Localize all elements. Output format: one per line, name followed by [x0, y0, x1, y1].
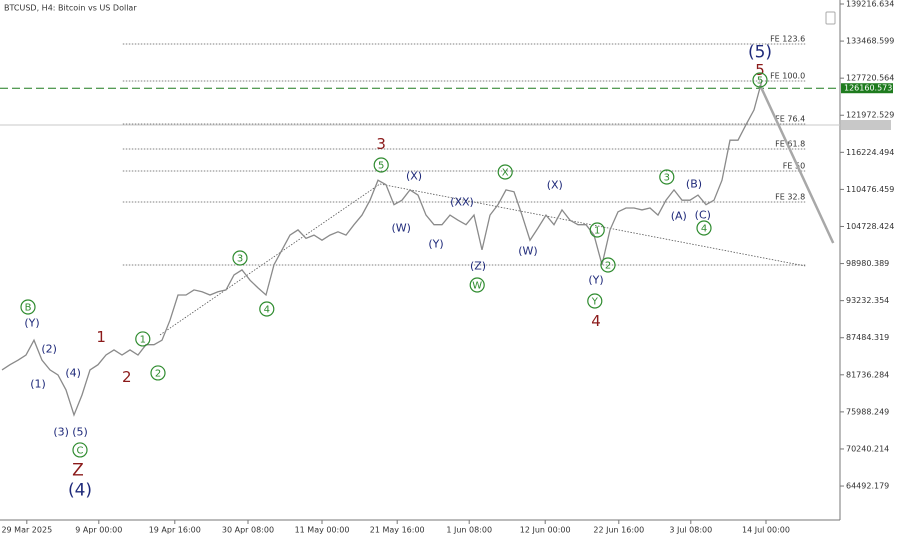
wave-label: (2) — [41, 342, 57, 355]
wave-label: (A) — [671, 209, 687, 222]
fib-label: FE 123.6 — [770, 34, 805, 43]
wave-circle — [752, 72, 768, 88]
wave-label: 1 — [594, 225, 600, 236]
wave-label: (4) — [68, 480, 92, 500]
x-tick-label: 9 Apr 00:00 — [75, 526, 122, 535]
wave-label: 2 — [122, 368, 132, 386]
wave-label: (1) — [30, 377, 46, 390]
wave-label: (B) — [686, 177, 702, 190]
y-tick-label: 104728.424 — [846, 222, 894, 231]
x-tick-label: 22 Jun 16:00 — [593, 526, 644, 535]
wave-label: 4 — [591, 312, 601, 330]
wave-label: (4) — [65, 366, 81, 379]
fib-label: FE 50 — [783, 161, 805, 170]
wave-circle — [497, 164, 513, 180]
wave-label: Y — [591, 296, 599, 307]
wave-label: 5 — [755, 61, 765, 79]
y-tick-label: 110476.459 — [846, 185, 894, 194]
wave-label: 5 — [378, 160, 384, 171]
fib-label: FE 76.4 — [775, 114, 805, 123]
x-tick-label: 3 Jul 08:00 — [669, 526, 712, 535]
wave-label: (5) — [72, 425, 88, 438]
x-tick-label: 12 Jun 00:00 — [520, 526, 571, 535]
wave-label: (X) — [406, 169, 422, 182]
fib-label: FE 32.8 — [775, 192, 805, 201]
wave-label: 1 — [140, 334, 146, 345]
wave-label: (Y) — [588, 273, 603, 286]
wave-circle — [589, 222, 605, 238]
wave-circle — [696, 220, 712, 236]
y-tick-label: 127720.564 — [846, 74, 894, 83]
wave-label: 4 — [701, 223, 707, 234]
y-tick-label: 87484.319 — [846, 333, 889, 342]
trend-line — [159, 183, 381, 336]
icon[interactable] — [825, 11, 836, 25]
wave-circle — [20, 299, 36, 315]
wave-label: (W) — [518, 244, 537, 257]
wave-label: 3 — [237, 253, 243, 264]
wave-circle — [135, 331, 151, 347]
price-level-label: 126160.573 — [844, 84, 892, 93]
x-tick-label: 21 May 16:00 — [370, 526, 425, 535]
wave-circle — [373, 157, 389, 173]
wave-label: (3) — [53, 425, 69, 438]
wave-label: 2 — [155, 368, 161, 379]
wave-label: X — [502, 167, 509, 178]
wave-label: (Y) — [24, 316, 39, 329]
wave-label: W — [472, 280, 482, 291]
forecast-line — [758, 84, 835, 244]
y-tick-label: 70240.214 — [846, 444, 889, 453]
wave-label: (XX) — [450, 195, 474, 208]
wave-circle — [469, 277, 485, 293]
y-tick-label: 64492.179 — [846, 482, 889, 491]
chart-title: BTCUSD, H4: Bitcoin vs US Dollar — [4, 4, 137, 13]
wave-label: 1 — [96, 328, 106, 346]
fib-label: FE 61.8 — [775, 139, 805, 148]
y-tick-label: 133468.599 — [846, 37, 894, 46]
wave-label: (C) — [695, 208, 711, 221]
price-level-box — [841, 83, 893, 94]
price-line — [1, 80, 763, 417]
wave-label: 3 — [664, 172, 670, 183]
wave-circle — [150, 365, 166, 381]
x-tick-label: 19 Apr 16:00 — [149, 526, 201, 535]
wave-circle — [600, 257, 616, 273]
wave-label: (Z) — [470, 259, 486, 272]
y-tick-label: 116224.494 — [846, 148, 894, 157]
wave-circle — [587, 293, 603, 309]
wave-label: 5 — [757, 75, 763, 86]
y-tick-label: 81736.284 — [846, 370, 889, 379]
x-tick-label: 1 Jun 08:00 — [446, 526, 492, 535]
x-tick-label: 29 Mar 2025 — [1, 526, 52, 535]
x-tick-label: 14 Jul 00:00 — [742, 526, 790, 535]
wave-label: (Y) — [428, 237, 443, 250]
wave-label: (5) — [748, 42, 772, 62]
wave-label: 3 — [376, 135, 386, 153]
current-price-box — [841, 119, 891, 130]
wave-label: (X) — [547, 178, 563, 191]
wave-label: 2 — [605, 260, 611, 271]
wave-label: B — [25, 302, 32, 313]
x-tick-label: 11 May 00:00 — [295, 526, 350, 535]
wave-label: (W) — [391, 221, 410, 234]
x-tick-label: 30 Apr 08:00 — [222, 526, 274, 535]
y-tick-label: 121972.529 — [846, 111, 894, 120]
wave-circle — [659, 169, 675, 185]
wave-label: Z — [72, 460, 84, 480]
wave-label: C — [77, 445, 84, 456]
y-tick-label: 139216.634 — [846, 0, 894, 9]
fib-label: FE 100.0 — [770, 71, 805, 80]
wave-circle — [259, 301, 275, 317]
wave-label: 4 — [264, 304, 270, 315]
wave-circle — [232, 250, 248, 266]
y-tick-label: 98980.389 — [846, 259, 889, 268]
wave-circle — [72, 442, 88, 458]
y-tick-label: 93232.354 — [846, 296, 889, 305]
y-tick-label: 75988.249 — [846, 407, 889, 416]
